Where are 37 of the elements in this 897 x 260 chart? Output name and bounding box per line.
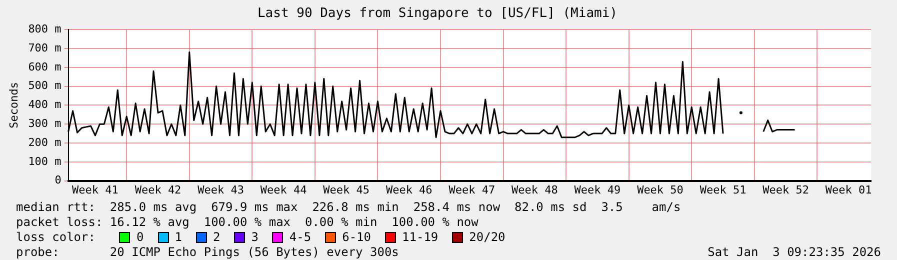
x-tick-label: Week 48: [512, 183, 558, 196]
y-tick-label: 100 m: [28, 154, 62, 168]
legend-label: 0: [136, 230, 144, 245]
x-tick-label: Week 52: [762, 183, 809, 196]
legend-title: loss color:: [16, 230, 96, 245]
legend-label: 3: [251, 230, 258, 245]
text: packet loss: 16.12 % avg 100.00 % max 0.00 % min 100.00 % now: [16, 215, 480, 230]
y-tick-label: 0: [54, 174, 62, 187]
y-axis-title: Seconds: [7, 82, 20, 128]
y-tick-label: 700 m: [28, 41, 62, 54]
y-tick-label: 400 m: [28, 98, 62, 112]
x-tick-label: Week 01: [825, 183, 872, 196]
chart-title: Last 90 Days from Singapore to [US/FL] (Miami): [257, 6, 618, 22]
x-tick-label: Week 46: [386, 183, 432, 196]
y-tick-label: 800 m: [28, 22, 62, 36]
legend-label: 6-10: [342, 230, 372, 245]
y-tick-label: 600 m: [28, 60, 62, 74]
legend-label: 1: [174, 230, 182, 245]
text: probe: 20 ICMP Echo Pings (56 Bytes) every 300s: [16, 245, 399, 260]
x-tick-label: Week 41: [72, 183, 118, 196]
legend-label: 2: [212, 230, 220, 245]
y-tick-label: 200 m: [28, 136, 62, 149]
legend-label: 20/20: [469, 230, 506, 245]
y-tick-label: 500 m: [28, 79, 62, 92]
y-tick-label: 300 m: [28, 116, 62, 130]
text: Sat Jan 3 09:23:35 2026: [708, 245, 881, 260]
legend-label: 11-19: [402, 230, 438, 245]
x-tick-label: Week 51: [700, 183, 746, 196]
x-tick-label: Week 43: [198, 183, 244, 196]
x-tick-label: Week 44: [260, 183, 308, 196]
x-tick-label: Week 50: [637, 183, 684, 196]
x-tick-label: Week 47: [448, 183, 496, 196]
x-tick-label: Week 42: [134, 183, 182, 196]
text: median rtt: 285.0 ms avg 679.9 ms max 226.8 ms min 258.4 ms now 82.0 ms sd 3.5 am/s: [16, 200, 682, 215]
x-tick-label: Week 45: [323, 183, 370, 196]
legend-label: 4-5: [289, 230, 312, 245]
x-tick-label: Week 49: [574, 183, 621, 196]
